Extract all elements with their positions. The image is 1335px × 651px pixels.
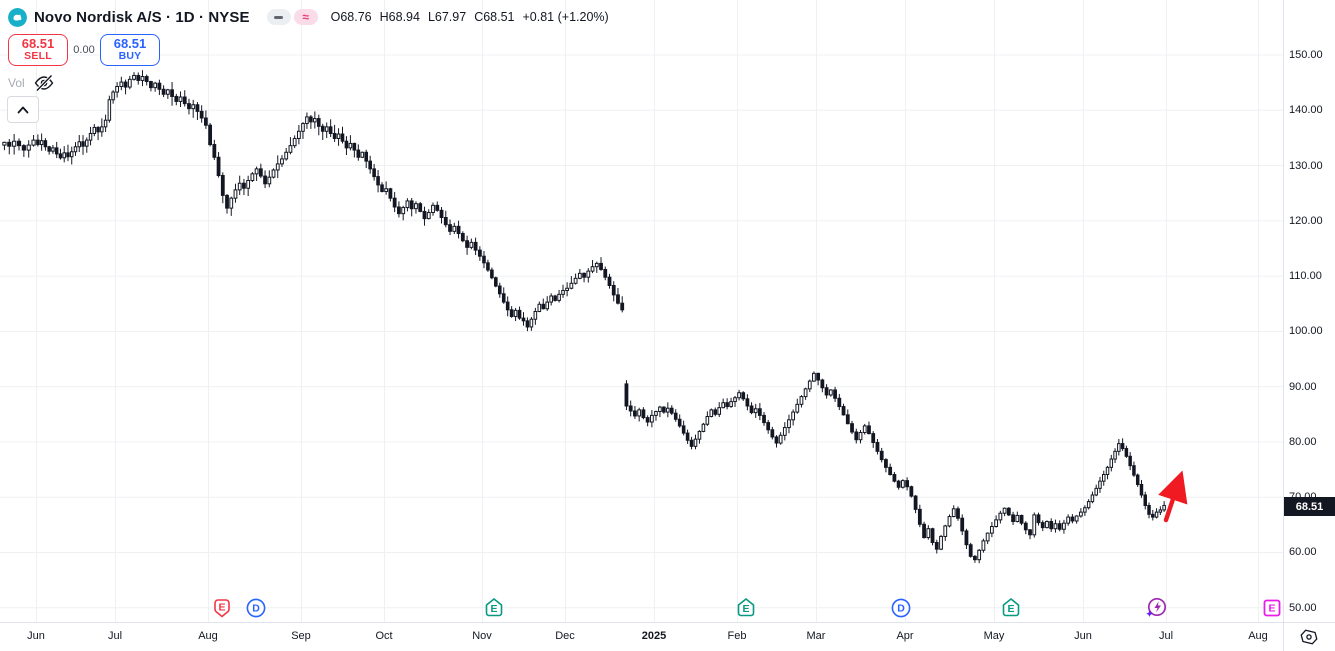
- dividend-circle-marker-icon[interactable]: D: [244, 596, 268, 625]
- ohlc-segment: L67.97: [427, 10, 467, 24]
- time-tick-label: Feb: [727, 630, 747, 642]
- time-tick-label: Nov: [472, 630, 492, 642]
- svg-text:D: D: [897, 603, 905, 615]
- earnings-shield-marker-icon[interactable]: E: [210, 596, 234, 625]
- time-tick-label: Mar: [806, 630, 826, 642]
- price-tick-label: 80.00: [1289, 435, 1317, 448]
- novo-nordisk-logo-icon: [8, 7, 27, 27]
- minus-icon: [274, 15, 284, 19]
- time-tick-label: Jun: [1074, 630, 1092, 642]
- volume-label: Vol: [8, 76, 25, 90]
- current-price-badge: 68.51: [1284, 497, 1335, 516]
- indicator-pills: ≈: [266, 9, 318, 25]
- svg-text:E: E: [490, 603, 497, 615]
- grid-lines: [0, 0, 1284, 623]
- buy-button[interactable]: 68.51 BUY: [100, 34, 160, 66]
- price-tick-label: 150.00: [1289, 49, 1323, 61]
- earnings-house-marker-icon[interactable]: E: [734, 596, 758, 625]
- ohlc-segment: H68.94: [379, 10, 420, 24]
- sell-price: 68.51: [21, 36, 55, 52]
- eye-slash-icon[interactable]: [33, 72, 55, 94]
- symbol-header: Novo Nordisk A/S · 1D · NYSE ≈ O68.76 H68…: [8, 6, 609, 28]
- earnings-square-marker-icon[interactable]: E: [1260, 596, 1284, 625]
- trend-arrow-annotation[interactable]: [1158, 470, 1188, 523]
- time-tick-label: Dec: [555, 630, 575, 642]
- buy-label: BUY: [118, 50, 142, 63]
- time-tick-label: Jul: [1158, 630, 1174, 642]
- ohlc-readout: O68.76 H68.94 L67.97 C68.51 +0.81 (+1.20%): [331, 10, 609, 24]
- symbol-title[interactable]: Novo Nordisk A/S · 1D · NYSE: [34, 8, 250, 26]
- trade-panel: 68.51 SELL 0.00 68.51 BUY: [8, 34, 160, 66]
- time-tick-label: Sep: [291, 630, 311, 642]
- candles: [2, 70, 1166, 564]
- earnings-house-marker-icon[interactable]: E: [482, 596, 506, 625]
- price-tick-label: 120.00: [1289, 214, 1323, 227]
- time-tick-label: 2025: [641, 630, 667, 642]
- price-tick-label: 100.00: [1289, 325, 1323, 338]
- ohlc-segment: +0.81 (+1.20%): [522, 10, 609, 24]
- price-tick-label: 130.00: [1289, 159, 1323, 172]
- earnings-house-marker-icon[interactable]: E: [999, 596, 1023, 625]
- price-tick-label: 140.00: [1289, 104, 1323, 117]
- svg-text:E: E: [742, 603, 749, 615]
- spread-value: 0.00: [73, 44, 95, 56]
- volume-legend: Vol: [8, 72, 55, 94]
- price-tick-label: 50.00: [1289, 601, 1317, 614]
- svg-text:D: D: [252, 603, 260, 615]
- sell-button[interactable]: 68.51 SELL: [8, 34, 68, 66]
- ohlc-segment: C68.51: [474, 10, 515, 24]
- price-tick-label: 90.00: [1289, 380, 1317, 393]
- price-tick-label: 60.00: [1289, 546, 1317, 559]
- time-tick-label: May: [983, 630, 1005, 642]
- time-tick-label: Apr: [896, 630, 914, 642]
- time-tick-label: Aug: [198, 630, 218, 642]
- svg-text:E: E: [218, 602, 225, 614]
- collapse-panel-button[interactable]: [7, 96, 39, 123]
- time-tick-label: Jun: [27, 630, 45, 642]
- minus-pill-button[interactable]: [266, 9, 291, 25]
- time-tick-label: Oct: [375, 630, 393, 642]
- chevron-up-icon: [17, 106, 29, 113]
- svg-text:E: E: [1007, 603, 1014, 615]
- time-tick-label: Jul: [107, 630, 123, 642]
- svg-text:E: E: [1268, 603, 1275, 615]
- sell-label: SELL: [24, 50, 52, 63]
- approx-pill-button[interactable]: ≈: [293, 9, 318, 25]
- time-tick-label: Aug: [1248, 630, 1268, 642]
- spark-lightning-marker-icon[interactable]: [1144, 596, 1168, 625]
- dividend-circle-marker-icon[interactable]: D: [889, 596, 913, 625]
- buy-price: 68.51: [113, 36, 147, 52]
- price-tick-label: 110.00: [1289, 270, 1322, 283]
- price-scale-settings-gear-icon[interactable]: [1299, 628, 1319, 646]
- approx-icon: ≈: [302, 10, 309, 24]
- ohlc-segment: O68.76: [330, 10, 372, 24]
